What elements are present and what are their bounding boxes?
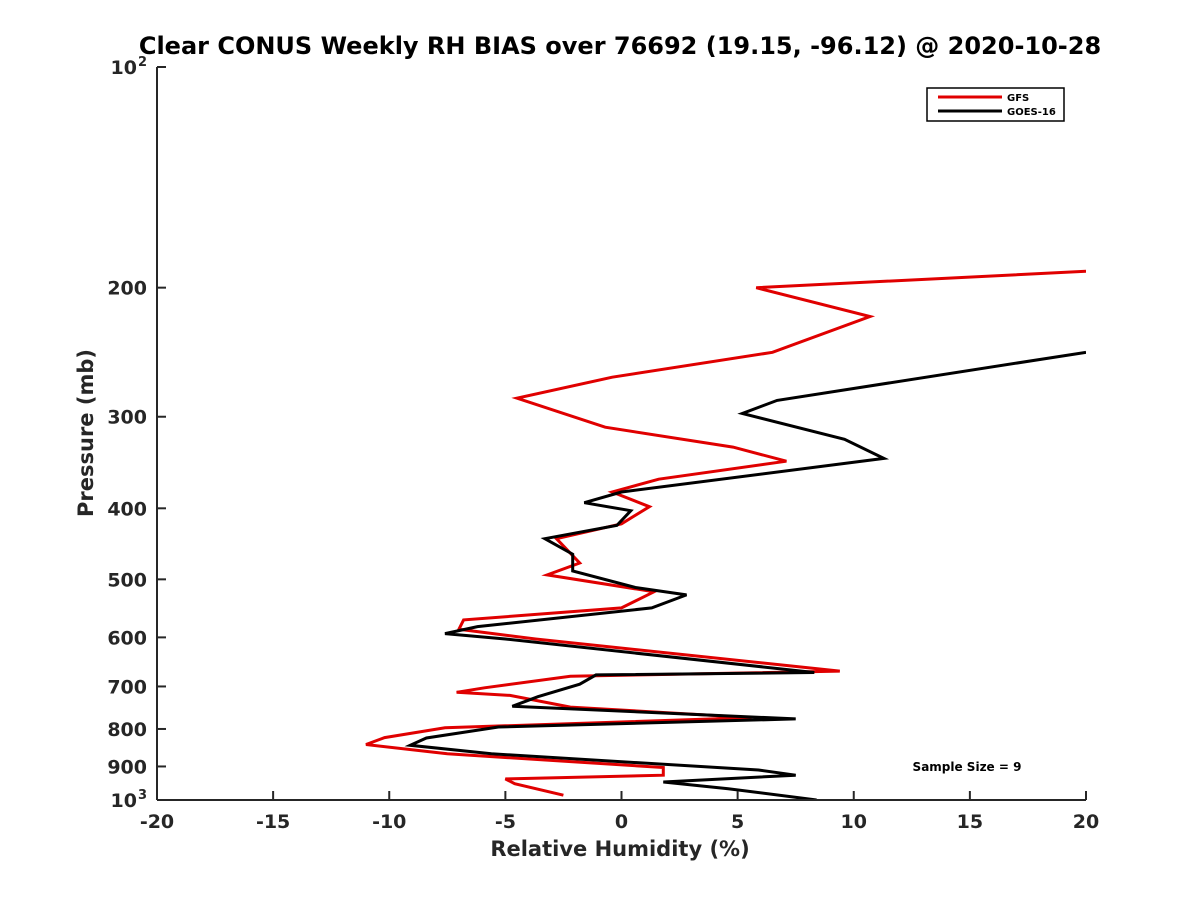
y-tick-label-base: 10: [111, 57, 137, 79]
x-tick-label: -20: [140, 811, 174, 833]
x-tick-label: 5: [731, 811, 744, 833]
x-tick-label: 10: [841, 811, 867, 833]
y-tick-label: 800: [107, 719, 147, 741]
x-tick-label: 20: [1073, 811, 1099, 833]
sample-size-annotation: Sample Size = 9: [913, 760, 1022, 774]
series-line-goes-16: [404, 350, 1086, 800]
x-tick-label: -15: [256, 811, 290, 833]
y-tick-label: 600: [107, 627, 147, 649]
y-tick-label: 200: [107, 278, 147, 300]
plot-area: -20 -15 -10 -5 0 5 10 15 20 200 300 400 500 600 700 800…: [107, 55, 1099, 833]
legend: GFS GOES-16: [926, 87, 1065, 122]
y-tick-label: 700: [107, 676, 147, 698]
y-tick-label: 900: [107, 756, 147, 778]
x-tick-label: -5: [495, 811, 516, 833]
series-line-gfs: [365, 269, 1086, 797]
legend-label: GFS: [1007, 93, 1029, 104]
chart-title: Clear CONUS Weekly RH BIAS over 76692 (1…: [139, 32, 1101, 60]
y-tick-label-exponent: 2: [138, 55, 147, 70]
legend-box: [926, 87, 1065, 122]
y-tick-label: 500: [107, 569, 147, 591]
y-tick-label-exponent: 3: [138, 788, 147, 803]
x-tick-label: 15: [957, 811, 983, 833]
y-tick-label: 400: [107, 498, 147, 520]
legend-label: GOES-16: [1007, 107, 1056, 118]
y-axis-label: Pressure (mb): [74, 349, 98, 517]
x-tick-label: -10: [372, 811, 406, 833]
y-tick-label: 300: [107, 407, 147, 429]
x-axis-label: Relative Humidity (%): [490, 837, 749, 861]
y-tick-label-base: 10: [111, 790, 137, 812]
x-tick-label: 0: [615, 811, 628, 833]
